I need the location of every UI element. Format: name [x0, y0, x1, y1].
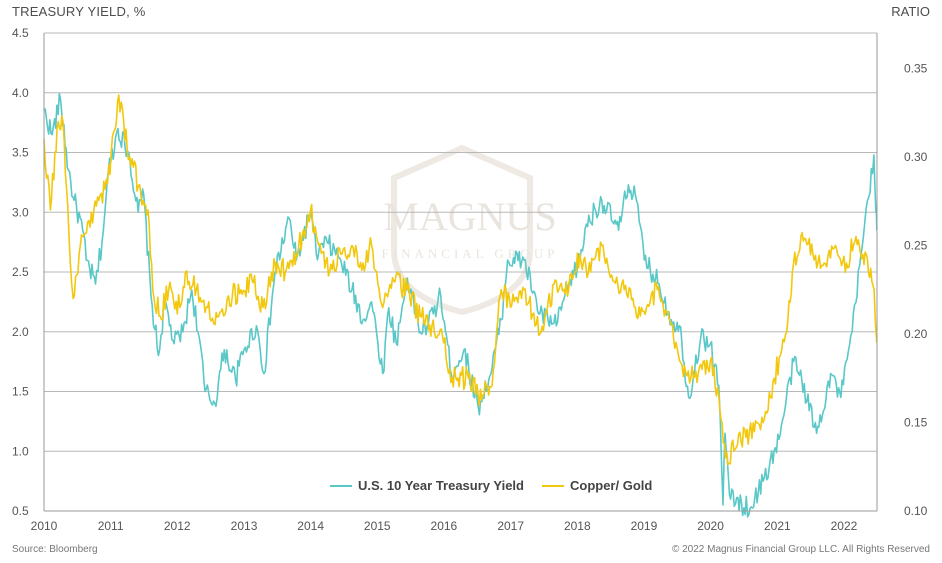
y-right-tick-label: 0.30 — [904, 150, 928, 164]
y-right-tick-label: 0.25 — [904, 238, 928, 252]
watermark-name: MAGNUS — [383, 194, 556, 239]
copyright-note: © 2022 Magnus Financial Group LLC. All R… — [671, 544, 930, 555]
y-left-tick-label: 3.0 — [12, 205, 29, 219]
watermark-sub: FINANCIAL GROUP — [382, 246, 559, 261]
legend: U.S. 10 Year Treasury Yield Copper/ Gold — [326, 476, 675, 495]
copper-gold-line — [43, 94, 878, 466]
x-tick-label: 2018 — [564, 519, 591, 533]
legend-label-treasury: U.S. 10 Year Treasury Yield — [358, 478, 524, 493]
y-left-tick-label: 2.5 — [12, 265, 29, 279]
x-tick-label: 2012 — [164, 519, 191, 533]
y-right-tick-label: 0.15 — [904, 415, 928, 429]
x-tick-label: 2020 — [697, 519, 724, 533]
grid — [44, 32, 877, 512]
left-axis-label: TREASURY YIELD, % — [12, 4, 146, 19]
x-tick-label: 2022 — [831, 519, 858, 533]
legend-item-copper-gold: Copper/ Gold — [541, 478, 653, 493]
magnus-watermark: MAGNUS FINANCIAL GROUP — [382, 144, 559, 316]
legend-swatch-copper-gold — [541, 484, 564, 487]
x-tick-label: 2021 — [764, 519, 791, 533]
x-tick-label: 2017 — [497, 519, 524, 533]
x-tick-label: 2013 — [231, 519, 258, 533]
right-axis-label: RATIO — [891, 4, 930, 19]
y-left-tick-label: 0.5 — [12, 504, 29, 518]
legend-label-copper-gold: Copper/ Gold — [569, 478, 653, 493]
y-right-tick-label: 0.20 — [904, 327, 928, 341]
treasury-yield-line — [43, 92, 878, 518]
tick-labels: 0.5 1.0 1.5 2.0 2.5 3.0 3.5 4.0 4.5 0.10 0.15 0.20 0… — [12, 26, 928, 533]
x-tick-label: 2014 — [297, 519, 324, 533]
x-tick-label: 2010 — [31, 519, 58, 533]
series-layer — [43, 92, 878, 518]
y-left-tick-label: 4.0 — [12, 86, 29, 100]
axes — [43, 33, 878, 512]
y-left-tick-label: 3.5 — [12, 146, 29, 160]
legend-swatch-treasury — [330, 484, 352, 487]
legend-item-treasury: U.S. 10 Year Treasury Yield — [330, 478, 524, 493]
y-left-tick-label: 4.5 — [12, 26, 29, 40]
source-note: Source: Bloomberg — [12, 544, 98, 555]
x-tick-label: 2019 — [631, 519, 658, 533]
x-tick-label: 2011 — [98, 519, 124, 533]
y-left-tick-label: 2.0 — [12, 325, 29, 339]
x-tick-label: 2016 — [431, 519, 458, 533]
y-left-tick-label: 1.0 — [12, 444, 29, 458]
x-tick-label: 2015 — [364, 519, 391, 533]
y-left-tick-label: 1.5 — [12, 385, 29, 399]
y-right-tick-label: 0.35 — [904, 61, 928, 75]
y-right-tick-label: 0.10 — [904, 504, 928, 518]
